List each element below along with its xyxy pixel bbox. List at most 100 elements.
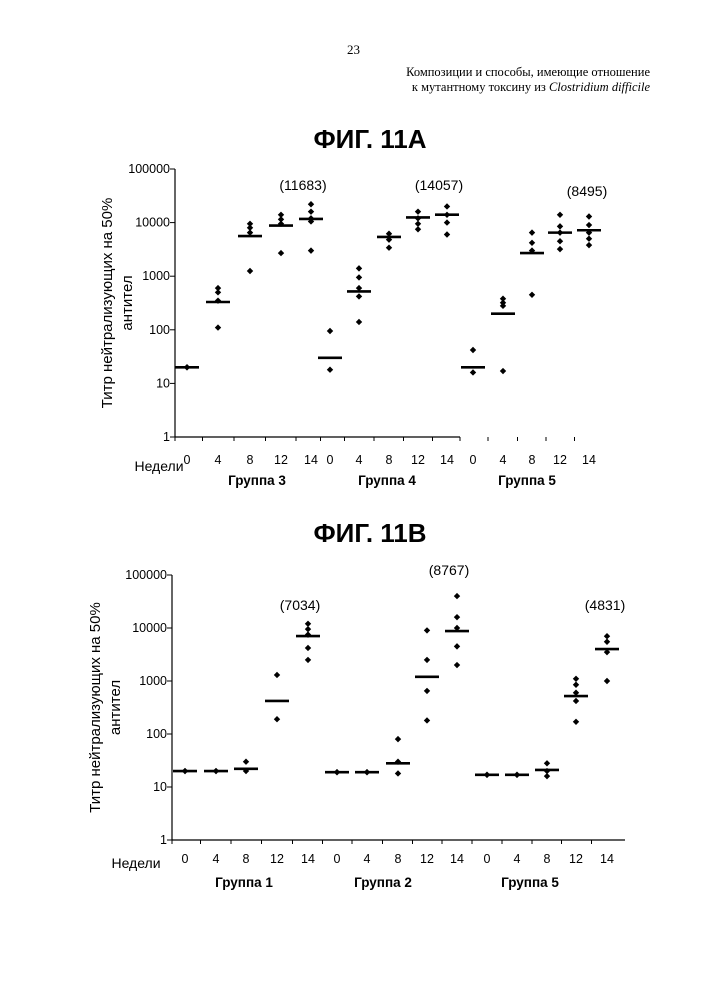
x-tick-label: 14: [304, 453, 318, 467]
data-point: [363, 769, 371, 776]
x-tick-label: 12: [553, 453, 567, 467]
group-label: Группа 5: [501, 875, 559, 890]
x-tick-label: 14: [440, 453, 454, 467]
data-point: [585, 221, 593, 229]
x-tick-label: 0: [327, 453, 334, 467]
data-point: [385, 236, 393, 243]
data-point: [499, 367, 507, 375]
data-point: [572, 681, 580, 688]
x-tick-label: 12: [411, 453, 425, 467]
y-tick-label: 1000: [142, 269, 170, 283]
data-point: [246, 220, 254, 227]
x-tick-label: 14: [301, 852, 315, 866]
chart-title: ФИГ. 11А: [313, 124, 426, 154]
data-point: [307, 208, 315, 215]
y-tick-label: 10: [153, 780, 167, 794]
x-tick-label: 0: [184, 453, 191, 467]
running-header: Композиции и способы, имеющие отношение …: [406, 65, 650, 95]
group-label: Группа 5: [498, 473, 556, 488]
data-point: [556, 237, 564, 245]
chart-title: ФИГ. 11В: [313, 518, 426, 548]
data-point: [414, 226, 422, 233]
data-point: [572, 697, 580, 705]
x-tick-label: 14: [600, 852, 614, 866]
y-tick-label: 100: [146, 727, 167, 741]
y-axis-label-line-2: антител: [107, 680, 124, 735]
data-point: [304, 631, 312, 638]
data-point: [528, 247, 536, 254]
data-point: [528, 291, 536, 298]
header-species-name: Clostridium difficile: [548, 80, 650, 94]
x-tick-label: 4: [213, 852, 220, 866]
x-tick-label: 12: [270, 852, 284, 866]
data-point: [307, 247, 315, 254]
data-point: [326, 366, 334, 373]
y-tick-label: 100000: [125, 568, 167, 582]
x-axis-label: Недели: [111, 855, 160, 871]
data-point: [326, 327, 334, 335]
mean-annotation: (14057): [415, 177, 463, 193]
data-point: [483, 771, 491, 778]
x-tick-label: 12: [274, 453, 288, 467]
data-point: [355, 284, 363, 292]
header-line-1: Композиции и способы, имеющие отношение: [406, 65, 650, 79]
data-point: [443, 219, 451, 226]
x-tick-label: 4: [215, 453, 222, 467]
y-tick-label: 100: [149, 323, 170, 337]
data-point: [212, 767, 220, 775]
y-axis-label-line-1: Титр нейтрализующих на 50%: [99, 198, 116, 409]
data-point: [499, 295, 507, 302]
x-tick-label: 14: [450, 852, 464, 866]
data-point: [214, 297, 222, 304]
data-point: [556, 229, 564, 236]
data-point: [307, 218, 315, 225]
data-point: [277, 220, 285, 227]
data-point: [355, 318, 363, 326]
x-tick-label: 4: [364, 852, 371, 866]
x-tick-label: 8: [247, 453, 254, 467]
group-label: Группа 3: [228, 473, 286, 488]
page-number: 23: [347, 42, 360, 57]
x-tick-label: 8: [395, 852, 402, 866]
data-point: [355, 274, 363, 281]
data-point: [183, 364, 191, 371]
data-point: [585, 235, 593, 242]
data-point: [543, 767, 551, 775]
y-tick-label: 10: [156, 376, 170, 390]
y-tick-label: 1000: [139, 674, 167, 688]
data-point: [453, 661, 461, 669]
x-tick-label: 12: [569, 852, 583, 866]
data-point: [423, 656, 431, 664]
x-tick-label: 12: [420, 852, 434, 866]
data-point: [585, 229, 593, 236]
data-point: [214, 284, 222, 292]
header-line-2: к мутантному токсину из Clostridium diff…: [406, 80, 650, 95]
data-point: [585, 241, 593, 249]
data-point: [453, 613, 461, 621]
y-tick-label: 10000: [132, 621, 167, 635]
data-point: [453, 624, 461, 632]
data-point: [528, 239, 536, 246]
data-point: [304, 625, 312, 633]
data-point: [603, 633, 611, 640]
data-point: [214, 289, 222, 296]
data-point: [277, 249, 285, 257]
x-tick-label: 0: [182, 852, 189, 866]
data-point: [443, 203, 451, 210]
y-tick-label: 1: [163, 430, 170, 444]
data-point: [246, 229, 254, 236]
data-point: [355, 293, 363, 300]
data-point: [469, 346, 477, 354]
data-point: [499, 302, 507, 310]
y-tick-label: 10000: [135, 216, 170, 230]
data-point: [394, 758, 402, 765]
mean-annotation: (8495): [567, 183, 607, 199]
data-point: [414, 215, 422, 222]
data-point: [585, 213, 593, 220]
data-point: [603, 638, 611, 645]
data-point: [543, 760, 551, 767]
data-point: [469, 369, 477, 376]
data-point: [572, 675, 580, 683]
data-point: [423, 627, 431, 634]
